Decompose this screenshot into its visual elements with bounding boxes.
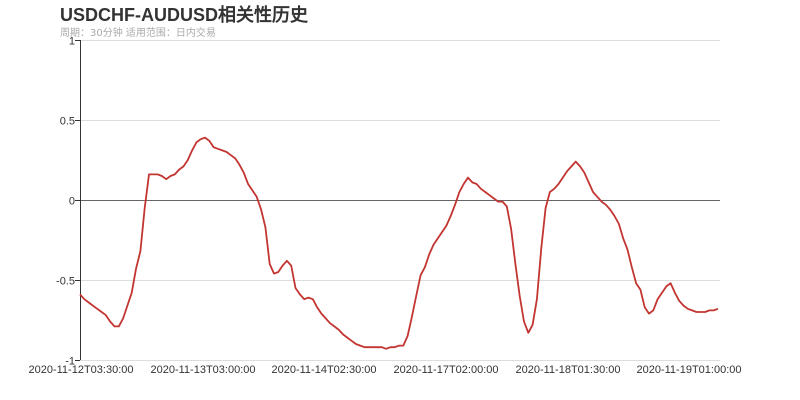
chart-title: USDCHF-AUDUSD相关性历史 <box>60 5 308 25</box>
x-tick-label: 2020-11-19T01:00:00 <box>637 364 742 376</box>
y-tick-label: -0.5 <box>56 276 75 288</box>
y-tick-label: 1 <box>69 36 75 48</box>
y-axis: 1 0.5 0 -0.5 -1 <box>56 36 81 368</box>
x-tick-label: 2020-11-14T02:30:00 <box>272 364 377 376</box>
x-axis: 2020-11-12T03:30:00 2020-11-13T03:00:00 20… <box>29 364 742 376</box>
chart-subtitle: 周期：30分钟 适用范围：日内交易 <box>60 28 216 39</box>
x-tick-label: 2020-11-13T03:00:00 <box>151 364 256 376</box>
x-tick-label: 2020-11-17T02:00:00 <box>394 364 499 376</box>
x-tick-label: 2020-11-12T03:30:00 <box>29 364 134 376</box>
y-tick-label: 0 <box>69 196 75 208</box>
correlation-series-line <box>79 136 719 350</box>
grid-lines <box>80 40 720 361</box>
x-tick-label: 2020-11-18T01:30:00 <box>516 364 621 376</box>
y-tick-label: 0.5 <box>60 116 75 128</box>
y-tick-label: -1 <box>65 356 75 368</box>
